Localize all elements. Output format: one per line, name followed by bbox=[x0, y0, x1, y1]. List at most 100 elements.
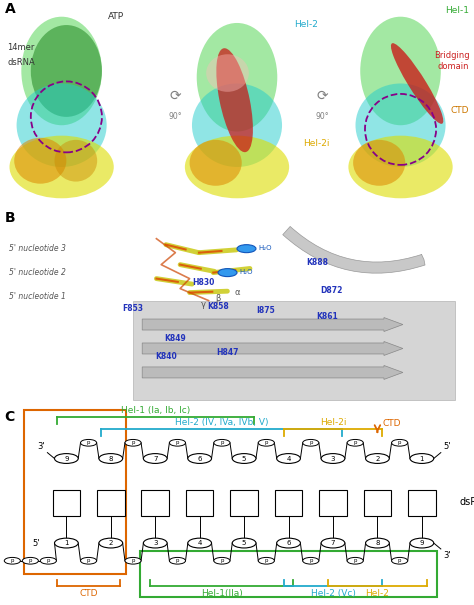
Circle shape bbox=[214, 557, 230, 564]
Text: H847: H847 bbox=[216, 348, 239, 357]
Text: 2: 2 bbox=[375, 456, 380, 462]
Text: Hel-1: Hel-1 bbox=[445, 5, 469, 15]
Text: 5' nucleotide 2: 5' nucleotide 2 bbox=[9, 268, 66, 277]
Circle shape bbox=[410, 454, 434, 463]
Text: 5' nucleotide 1: 5' nucleotide 1 bbox=[9, 292, 66, 301]
FancyArrow shape bbox=[142, 318, 403, 332]
Text: 14mer: 14mer bbox=[7, 43, 35, 52]
Bar bbox=[141, 490, 169, 515]
Text: p: p bbox=[28, 558, 32, 563]
Ellipse shape bbox=[348, 136, 453, 198]
Bar bbox=[275, 490, 302, 515]
Text: dsRNA: dsRNA bbox=[460, 497, 474, 507]
Text: p: p bbox=[131, 440, 135, 445]
Text: 9: 9 bbox=[64, 456, 69, 462]
Circle shape bbox=[4, 557, 20, 564]
Text: p: p bbox=[264, 440, 268, 445]
Circle shape bbox=[365, 538, 389, 548]
Text: K849: K849 bbox=[164, 334, 186, 343]
Text: p: p bbox=[398, 440, 401, 445]
Text: 2: 2 bbox=[109, 540, 113, 546]
Text: F853: F853 bbox=[122, 304, 143, 313]
Text: K861: K861 bbox=[316, 312, 338, 321]
Text: Hel-2i: Hel-2i bbox=[303, 139, 330, 148]
Circle shape bbox=[81, 439, 97, 446]
Circle shape bbox=[40, 557, 56, 564]
Circle shape bbox=[365, 454, 389, 463]
Text: p: p bbox=[87, 558, 91, 563]
Circle shape bbox=[214, 439, 230, 446]
Text: p: p bbox=[309, 440, 312, 445]
Text: 4: 4 bbox=[286, 456, 291, 462]
Text: 5: 5 bbox=[242, 456, 246, 462]
Circle shape bbox=[22, 557, 38, 564]
Ellipse shape bbox=[192, 83, 282, 167]
Text: p: p bbox=[354, 440, 357, 445]
Text: p: p bbox=[46, 558, 50, 563]
Text: 7: 7 bbox=[331, 540, 335, 546]
Text: Hel-1 (Ia, Ib, Ic): Hel-1 (Ia, Ib, Ic) bbox=[120, 406, 190, 415]
Text: H₂O: H₂O bbox=[258, 245, 272, 251]
Circle shape bbox=[347, 439, 363, 446]
Ellipse shape bbox=[185, 136, 289, 198]
Circle shape bbox=[258, 439, 274, 446]
Text: I875: I875 bbox=[256, 306, 275, 315]
Circle shape bbox=[188, 454, 211, 463]
Ellipse shape bbox=[391, 43, 443, 124]
Text: B: B bbox=[5, 211, 15, 224]
Circle shape bbox=[169, 557, 185, 564]
Ellipse shape bbox=[55, 140, 97, 181]
Text: C: C bbox=[5, 410, 15, 424]
Text: D872: D872 bbox=[320, 286, 343, 295]
Text: dsRNA: dsRNA bbox=[7, 57, 35, 67]
Text: Hel-2: Hel-2 bbox=[365, 589, 389, 598]
Circle shape bbox=[143, 538, 167, 548]
Text: H830: H830 bbox=[192, 278, 215, 287]
Ellipse shape bbox=[14, 138, 66, 184]
Circle shape bbox=[321, 454, 345, 463]
Ellipse shape bbox=[190, 140, 242, 186]
Text: K888: K888 bbox=[307, 258, 328, 267]
Ellipse shape bbox=[216, 48, 253, 152]
Text: α: α bbox=[234, 287, 240, 296]
Text: CTD: CTD bbox=[451, 106, 469, 115]
Text: 3': 3' bbox=[443, 551, 451, 560]
Ellipse shape bbox=[9, 136, 114, 198]
Bar bbox=[408, 490, 436, 515]
Bar bbox=[133, 301, 455, 401]
Text: 8: 8 bbox=[109, 456, 113, 462]
Text: Hel-2 (Vc): Hel-2 (Vc) bbox=[310, 589, 356, 598]
Text: 3: 3 bbox=[331, 456, 335, 462]
Text: ⟳: ⟳ bbox=[317, 89, 328, 103]
Ellipse shape bbox=[360, 17, 441, 125]
Text: p: p bbox=[220, 440, 224, 445]
Text: 1: 1 bbox=[419, 456, 424, 462]
Text: CTD: CTD bbox=[79, 589, 98, 598]
Text: H₂O: H₂O bbox=[239, 269, 253, 275]
Circle shape bbox=[277, 454, 301, 463]
Ellipse shape bbox=[197, 23, 277, 131]
Circle shape bbox=[232, 538, 256, 548]
Ellipse shape bbox=[356, 83, 446, 167]
Circle shape bbox=[188, 538, 211, 548]
Text: ⟳: ⟳ bbox=[170, 89, 181, 103]
FancyArrow shape bbox=[142, 365, 403, 379]
Circle shape bbox=[321, 538, 345, 548]
Bar bbox=[230, 490, 258, 515]
Text: 1: 1 bbox=[64, 540, 69, 546]
Circle shape bbox=[81, 557, 97, 564]
Text: domain: domain bbox=[438, 62, 469, 71]
Bar bbox=[24, 410, 126, 574]
Circle shape bbox=[99, 454, 123, 463]
Text: γ: γ bbox=[201, 299, 206, 309]
Circle shape bbox=[125, 557, 141, 564]
Text: 90°: 90° bbox=[316, 112, 329, 121]
Ellipse shape bbox=[206, 54, 249, 92]
Ellipse shape bbox=[21, 17, 102, 125]
Ellipse shape bbox=[31, 25, 102, 117]
Bar bbox=[97, 490, 125, 515]
Text: Hel-2: Hel-2 bbox=[294, 20, 318, 29]
Text: 8: 8 bbox=[375, 540, 380, 546]
Text: 5': 5' bbox=[443, 442, 451, 451]
Circle shape bbox=[410, 538, 434, 548]
